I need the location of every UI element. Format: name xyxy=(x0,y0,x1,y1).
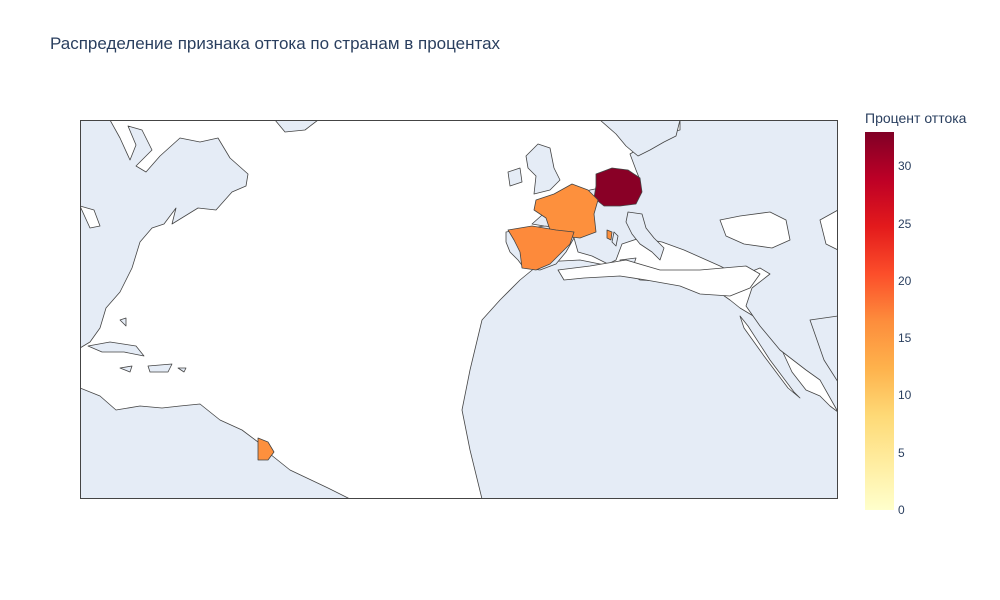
colorbar xyxy=(865,132,894,510)
south-america xyxy=(80,387,351,499)
bahamas xyxy=(119,317,127,327)
caspian-sea xyxy=(819,209,838,251)
arabia xyxy=(809,315,838,383)
great-lakes xyxy=(80,205,101,229)
red-sea xyxy=(739,315,801,399)
cuba xyxy=(87,341,145,357)
puerto-rico xyxy=(177,367,187,373)
hispaniola xyxy=(147,363,173,373)
colorbar-tick: 15 xyxy=(898,331,912,346)
country-spain[interactable] xyxy=(507,225,575,271)
italy xyxy=(625,211,665,261)
choropleth-layer xyxy=(257,167,643,461)
ireland xyxy=(507,167,523,187)
colorbar-tick: 0 xyxy=(898,503,905,517)
colorbar-title: Процент оттока xyxy=(865,110,967,126)
chart-title: Распределение признака оттока по странам… xyxy=(50,34,501,53)
map-svg xyxy=(80,120,838,499)
country-germany[interactable] xyxy=(593,167,643,207)
colorbar-tick: 5 xyxy=(898,445,905,460)
water-layer xyxy=(80,205,838,399)
colorbar-tick: 30 xyxy=(898,159,912,174)
country-french-guiana[interactable] xyxy=(257,437,275,461)
sardinia xyxy=(611,231,619,247)
colorbar-tick: 20 xyxy=(898,273,912,288)
black-sea xyxy=(719,211,791,249)
north-america xyxy=(80,120,249,349)
mediterranean-sea xyxy=(557,259,761,297)
great-britain xyxy=(525,143,561,195)
scandinavia xyxy=(599,120,681,157)
country-france[interactable] xyxy=(533,183,599,239)
colorbar-tick: 25 xyxy=(898,216,912,231)
colorbar-tick: 10 xyxy=(898,388,912,403)
map-area[interactable] xyxy=(80,120,838,499)
greenland xyxy=(274,120,319,133)
jamaica xyxy=(119,365,133,373)
map-frame xyxy=(80,120,838,499)
country-france-corsica[interactable] xyxy=(606,229,613,241)
